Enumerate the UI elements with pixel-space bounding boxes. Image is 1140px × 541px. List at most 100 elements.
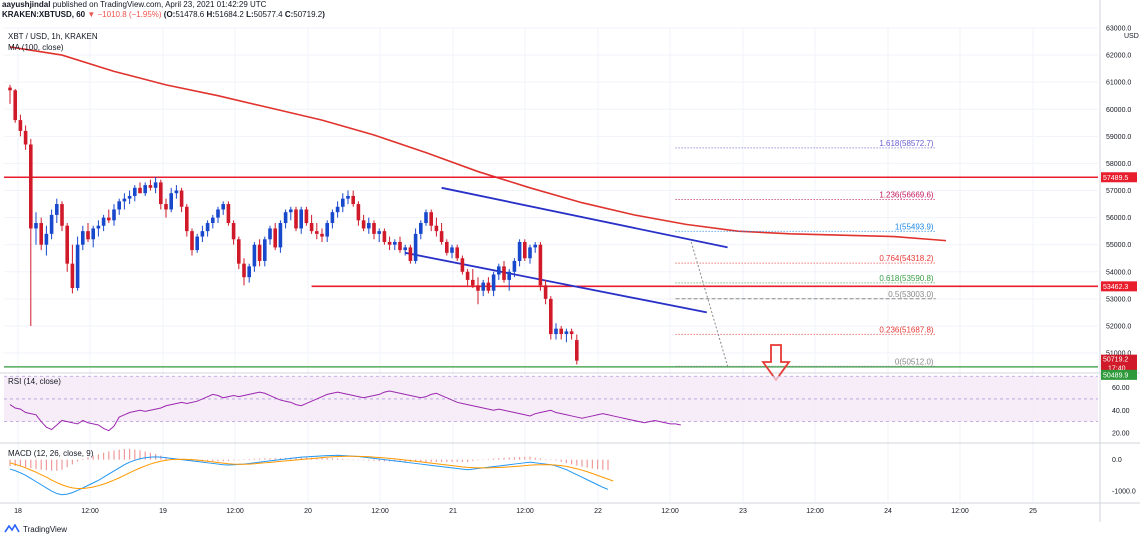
ma100-line: [9, 46, 947, 242]
time-tick-label: 22: [594, 508, 602, 515]
candle-body: [543, 285, 548, 299]
macd-hist-bar: [51, 459, 53, 471]
macd-hist-bar: [222, 459, 224, 462]
fib-level-label: 1(55493.9): [895, 222, 934, 231]
candle-body: [549, 298, 553, 335]
price-tick-label: 52000.0: [1106, 323, 1131, 330]
candle-body: [49, 214, 54, 234]
macd-hist-bar: [597, 459, 599, 470]
candle-body: [315, 231, 319, 234]
candle-body: [86, 231, 90, 240]
candle-body: [153, 182, 158, 188]
macd-tick-label: -1000.0: [1112, 489, 1136, 496]
macd-hist-bar: [571, 459, 573, 465]
fib-level-label: 0.5(53003.0): [888, 290, 934, 299]
candle-body: [346, 195, 350, 199]
macd-hist-bar: [529, 456, 531, 460]
macd-hist-bar: [25, 459, 27, 468]
macd-hist-bar: [513, 457, 515, 460]
price-tick-label: 51000.0: [1106, 351, 1131, 358]
price-tick-label: 56000.0: [1106, 215, 1131, 222]
macd-hist-bar: [170, 458, 172, 460]
candle-body: [200, 231, 205, 237]
macd-legend: MACD (12, 26, close, 9): [8, 449, 94, 458]
macd-signal-line: [9, 455, 614, 490]
macd-hist-bar: [591, 459, 593, 469]
macd-hist-bar: [123, 449, 125, 460]
fib-trend-line: [690, 241, 729, 367]
candle-body: [242, 263, 246, 278]
macd-hist-bar: [539, 458, 541, 460]
macd-hist-bar: [534, 457, 536, 460]
candle-body: [491, 274, 496, 291]
candle-body: [34, 223, 38, 229]
down-arrow-icon: [761, 344, 791, 382]
macd-hist-bar: [108, 451, 110, 460]
fib-level-label: 0.618(53590.8): [879, 274, 934, 283]
change-value: ▼ −1010.8 (−1.95%): [87, 10, 162, 19]
rsi-tick-label: 60.00: [1112, 385, 1130, 392]
macd-hist-bar: [97, 454, 99, 460]
macd-hist-bar: [331, 458, 333, 460]
macd-hist-bar: [347, 459, 349, 460]
candle-body: [367, 223, 371, 229]
currency-label: USD: [1124, 33, 1139, 40]
macd-hist-bar: [264, 458, 266, 460]
macd-hist-bar: [144, 451, 146, 460]
macd-hist-bar: [477, 459, 479, 461]
candle-body: [29, 144, 33, 229]
support-price-tag-bg: [1101, 369, 1137, 380]
candle-body: [101, 217, 106, 226]
macd-hist-bar: [71, 459, 73, 465]
macd-hist-bar: [269, 458, 271, 460]
macd-hist-bar: [149, 452, 151, 460]
candle-body: [330, 212, 335, 224]
candle-body: [497, 266, 501, 275]
author-name[interactable]: aayushjindal: [2, 0, 51, 9]
time-tick-label: 12:00: [371, 508, 389, 515]
macd-hist-bar: [560, 459, 562, 462]
level-price-tag: 53462.3: [1103, 284, 1128, 291]
macd-hist-bar: [555, 459, 557, 461]
macd-hist-bar: [435, 459, 437, 462]
macd-hist-bar: [92, 455, 94, 460]
macd-hist-bar: [357, 459, 359, 461]
macd-hist-bar: [607, 459, 609, 471]
candle-body: [465, 271, 470, 280]
candle-body: [226, 204, 231, 224]
macd-hist-bar: [363, 459, 365, 461]
macd-hist-bar: [300, 457, 302, 460]
candle-body: [413, 233, 418, 261]
candle-body: [445, 241, 449, 253]
macd-hist-bar: [321, 457, 323, 460]
open-value: 51478.6: [175, 10, 205, 19]
time-tick-label: 21: [449, 508, 457, 515]
bar-countdown: 17:40: [1108, 366, 1126, 373]
candle-body: [523, 241, 527, 259]
candle-body: [174, 190, 179, 194]
candle-body: [575, 340, 579, 361]
macd-hist-bar: [581, 459, 583, 467]
time-tick-label: 12:00: [951, 508, 969, 515]
rsi-line: [9, 390, 681, 432]
macd-hist-bar: [503, 457, 505, 460]
candle-body: [55, 204, 59, 215]
price-tick-label: 62000.0: [1106, 53, 1131, 60]
price-tick-label: 59000.0: [1106, 134, 1131, 141]
macd-hist-bar: [378, 459, 380, 462]
price-tick-label: 57000.0: [1106, 188, 1131, 195]
publish-info: published on TradingView.com, April 23, …: [50, 0, 267, 9]
candle-body: [528, 247, 532, 259]
resistance-price-tag-bg: [1101, 172, 1137, 183]
candle-body: [377, 231, 381, 234]
candle-body: [247, 266, 251, 278]
channel-upper-line: [441, 186, 728, 249]
candle-body: [205, 223, 210, 232]
candle-body: [211, 217, 215, 224]
candle-body: [325, 223, 329, 237]
macd-hist-bar: [207, 459, 209, 462]
candle-body: [398, 241, 402, 251]
macd-hist-bar: [576, 459, 578, 466]
brand-name[interactable]: TradingView: [23, 524, 68, 534]
